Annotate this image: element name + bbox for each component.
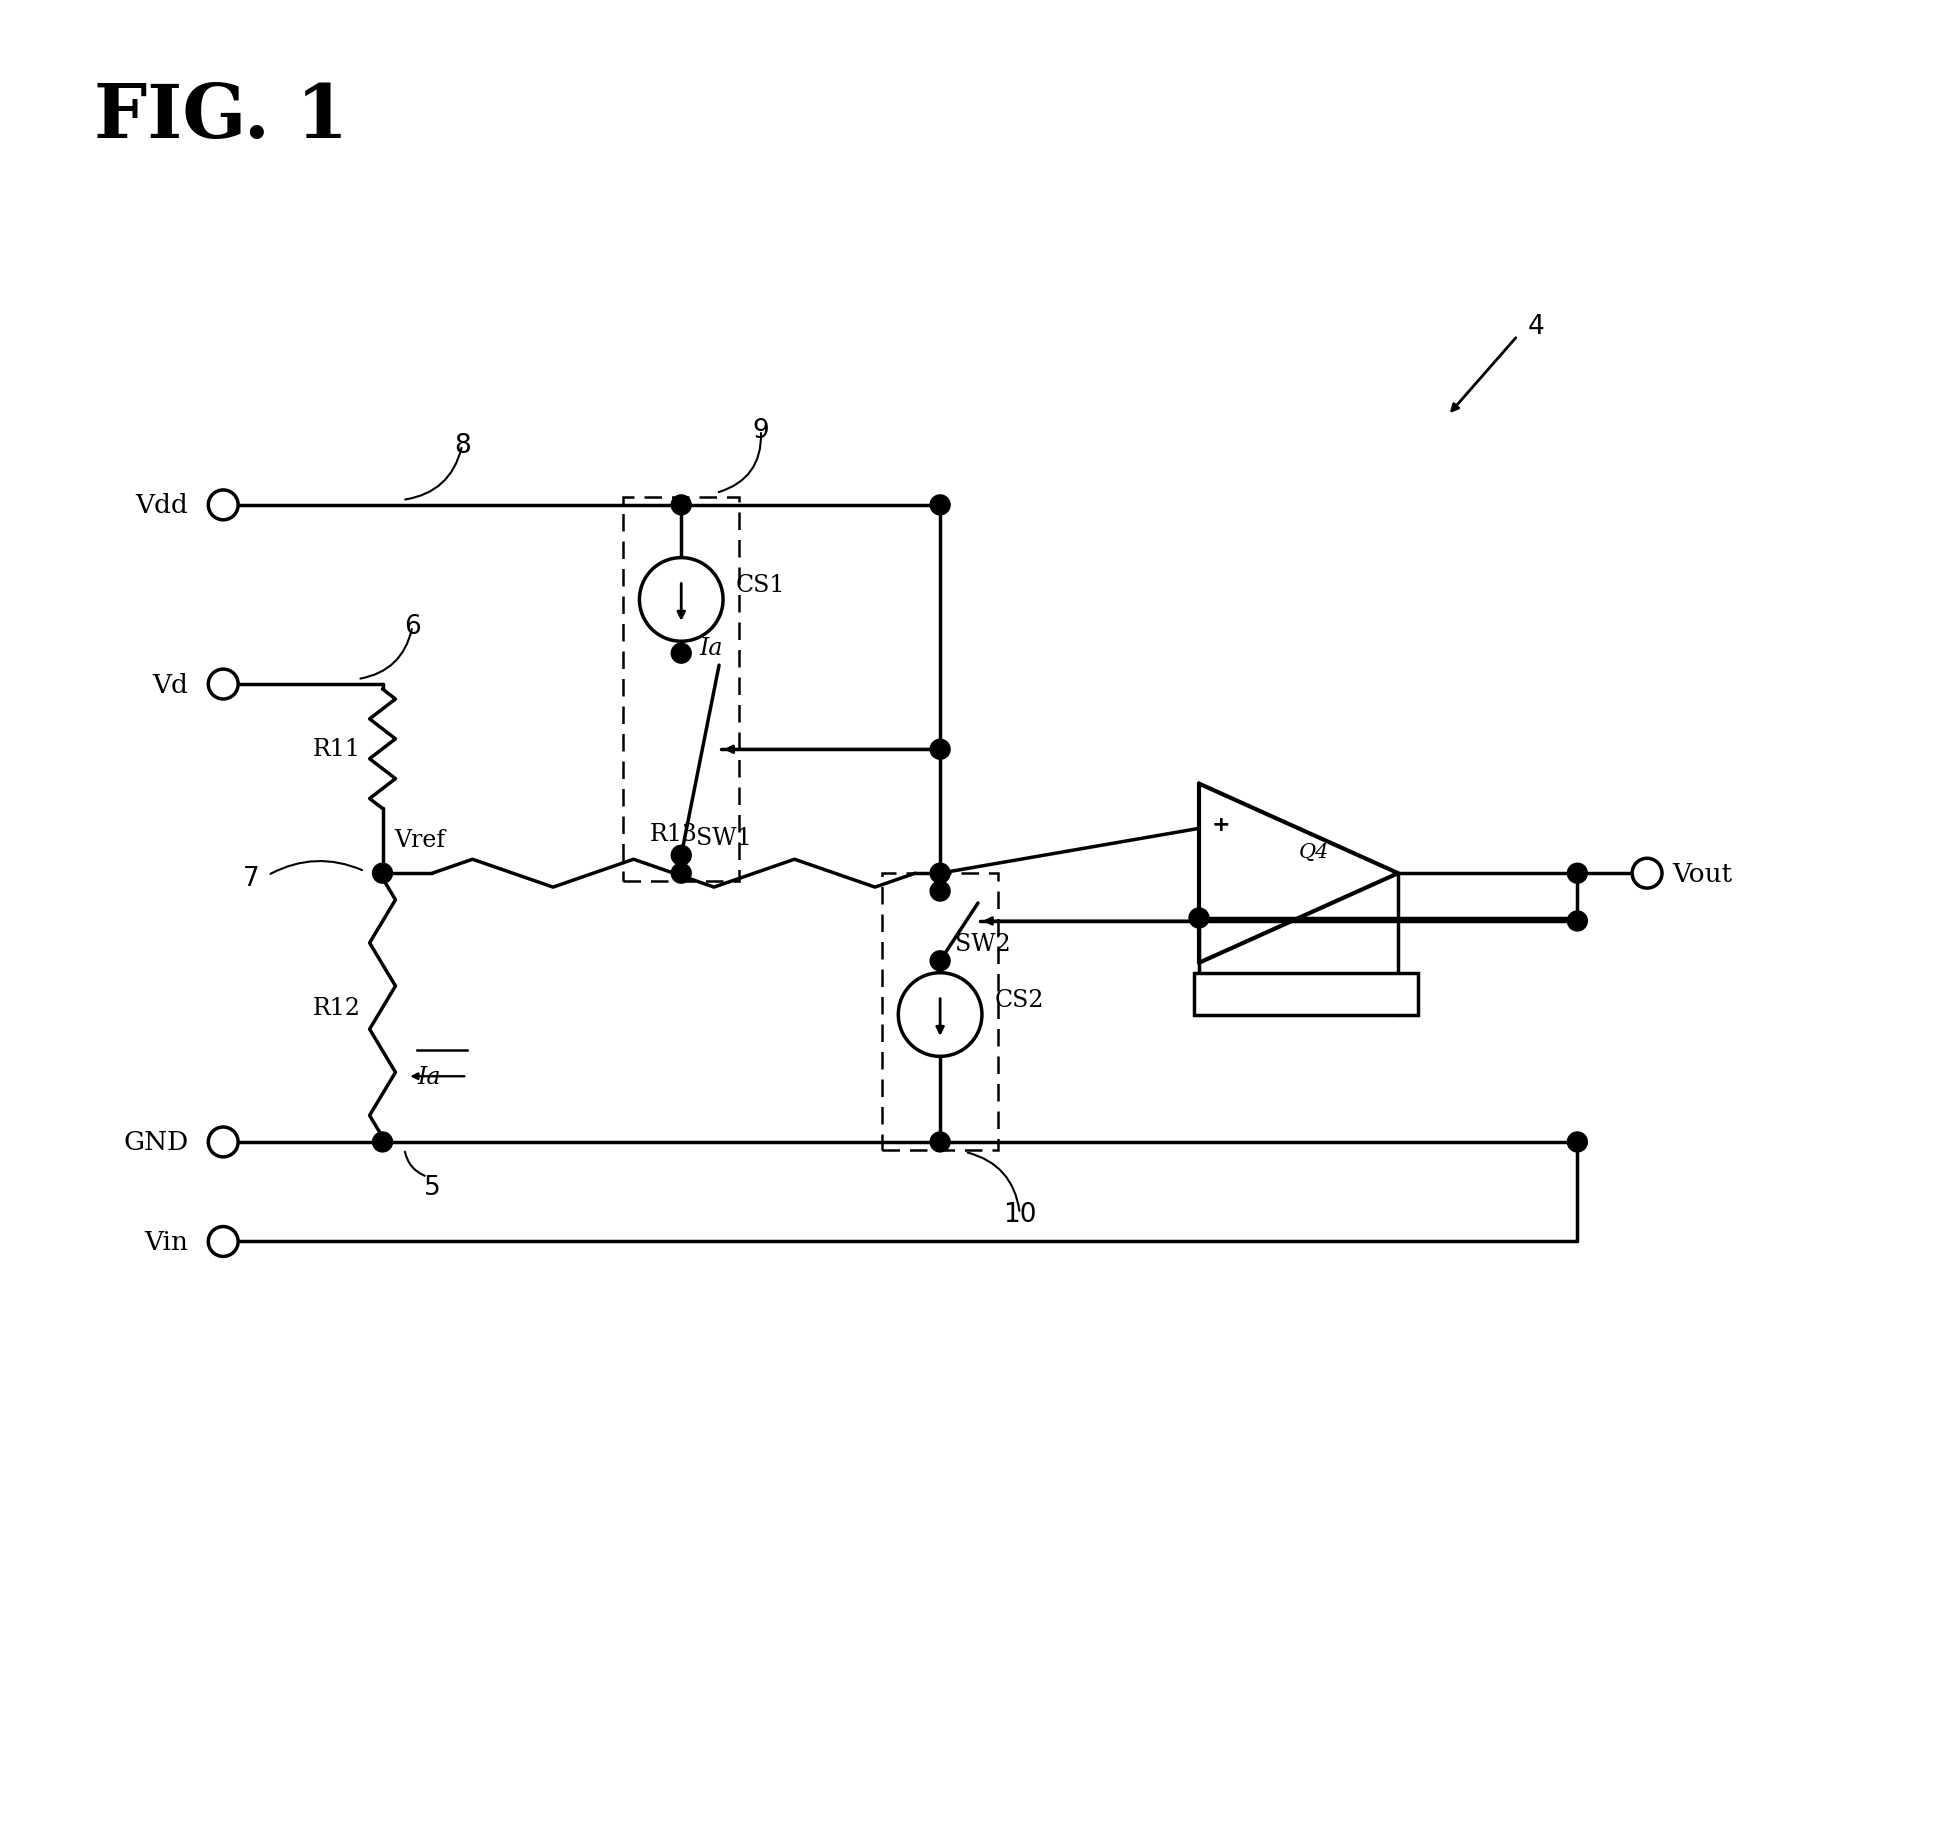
Text: −: − <box>1211 910 1231 935</box>
Text: Vdd: Vdd <box>135 492 188 518</box>
Circle shape <box>209 1227 238 1256</box>
Text: 7: 7 <box>244 866 259 891</box>
Text: CS1: CS1 <box>735 574 786 596</box>
Circle shape <box>931 496 950 516</box>
Circle shape <box>931 882 950 902</box>
Circle shape <box>1188 908 1209 928</box>
Text: +: + <box>1211 815 1231 835</box>
Text: CS2: CS2 <box>995 988 1045 1012</box>
Text: GND: GND <box>124 1130 188 1154</box>
Circle shape <box>209 1127 238 1158</box>
Circle shape <box>931 952 950 972</box>
Text: 9: 9 <box>753 417 770 445</box>
Text: R13: R13 <box>650 822 699 846</box>
Text: FIG. 1: FIG. 1 <box>93 80 348 155</box>
Text: R12: R12 <box>313 997 360 1019</box>
Circle shape <box>1567 1132 1587 1152</box>
Circle shape <box>1567 864 1587 884</box>
Bar <box>882 873 998 1150</box>
Text: Vd: Vd <box>153 673 188 696</box>
Circle shape <box>373 1132 393 1152</box>
Circle shape <box>931 1132 950 1152</box>
Bar <box>1194 973 1418 1015</box>
Bar <box>623 498 739 882</box>
Circle shape <box>209 490 238 521</box>
Circle shape <box>898 973 981 1057</box>
Text: Q4: Q4 <box>1298 842 1329 860</box>
Circle shape <box>931 740 950 760</box>
Text: 8: 8 <box>455 432 470 459</box>
Text: Vref: Vref <box>395 829 445 851</box>
Text: 4: 4 <box>1527 314 1544 339</box>
Circle shape <box>639 558 724 642</box>
Text: 10: 10 <box>1002 1201 1037 1227</box>
Circle shape <box>931 864 950 884</box>
Text: Vout: Vout <box>1672 860 1732 886</box>
Text: SW1: SW1 <box>697 828 753 850</box>
Text: Ia: Ia <box>418 1065 441 1088</box>
Circle shape <box>671 864 691 884</box>
Circle shape <box>671 644 691 664</box>
Circle shape <box>373 864 393 884</box>
Text: R11: R11 <box>313 738 360 760</box>
Circle shape <box>209 669 238 700</box>
Circle shape <box>1567 912 1587 932</box>
Text: Ia: Ia <box>699 636 722 660</box>
Circle shape <box>1631 859 1662 888</box>
Text: 6: 6 <box>404 614 420 640</box>
Text: 5: 5 <box>424 1174 441 1200</box>
Text: Vin: Vin <box>145 1229 188 1254</box>
Circle shape <box>671 846 691 866</box>
Text: SW2: SW2 <box>956 932 1010 955</box>
Circle shape <box>671 496 691 516</box>
